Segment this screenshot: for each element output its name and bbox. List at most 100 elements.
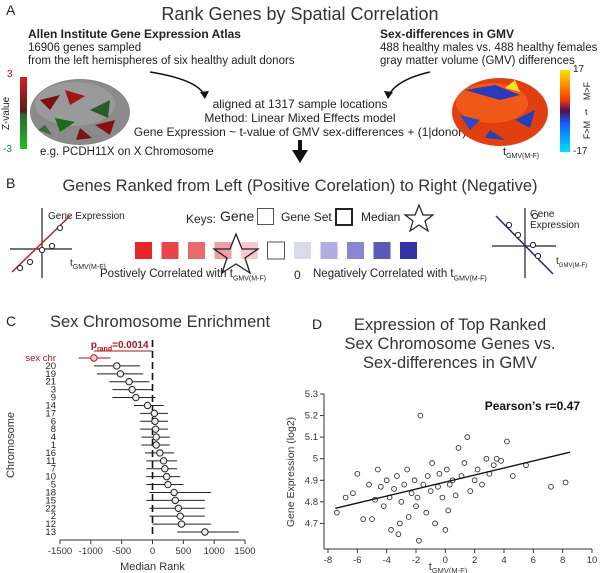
c-category-label-21: 12 <box>45 519 56 530</box>
right-source-line1: 488 healthy males vs. 488 healthy female… <box>380 42 598 54</box>
panel-d-title-1: Expression of Top Ranked <box>353 316 547 334</box>
d-point-33 <box>439 494 446 501</box>
d-point-27 <box>424 473 431 479</box>
key-geneset-swatch <box>335 208 353 226</box>
c-category-label-3: 21 <box>45 377 56 388</box>
d-point-56 <box>562 479 569 486</box>
panel-b-graphics <box>10 203 556 278</box>
zero-label: 0 <box>294 268 301 282</box>
c-median-point-5 <box>132 393 140 402</box>
method-line1: aligned at 1317 sample locations <box>212 97 388 111</box>
panel-d-letter: D <box>312 316 323 332</box>
c-median-point-18 <box>171 496 180 505</box>
d-y-axis-label: Gene Expression (log2) <box>285 417 297 527</box>
panel-d-title-3: Sex-differences in GMV <box>363 354 537 372</box>
d-point-41 <box>461 460 468 466</box>
d-point-39 <box>455 445 462 451</box>
c-median-point-8 <box>151 417 159 425</box>
panel-b-letter: B <box>6 175 16 191</box>
c-median-point-9 <box>151 425 160 433</box>
pos-correlation-label: Postively Correlated with t <box>100 268 233 280</box>
b-left-gene-expression: Gene Expression <box>48 211 125 222</box>
d-point-42 <box>464 434 471 440</box>
d-point-20 <box>408 490 415 497</box>
d-point-10 <box>383 477 390 484</box>
c-x-tick-label-3: 0 <box>150 546 155 557</box>
gene-square-5 <box>267 241 285 260</box>
d-y-tick-label-2: 4.9 <box>305 475 318 486</box>
d-point-31 <box>435 483 441 490</box>
c-median-point-16 <box>164 480 172 489</box>
right-source-title: Sex-differences in GMV <box>380 27 515 41</box>
d-point-57 <box>416 537 422 544</box>
key-geneset-label: Gene Set <box>281 210 332 224</box>
c-category-label-15: 10 <box>45 472 56 483</box>
median-star-marker <box>211 232 261 275</box>
d-point-24 <box>417 412 424 419</box>
zscale-bar <box>20 77 27 149</box>
d-x-tick-label-9: 10 <box>587 555 598 566</box>
c-median-point-13 <box>159 457 168 465</box>
d-point-22 <box>413 503 419 510</box>
c-x-tick-label-4: 500 <box>175 546 191 557</box>
c-median-point-10 <box>152 433 160 441</box>
d-point-17 <box>401 481 408 488</box>
panel-b-title: Genes Ranked from Left (Positive Corelat… <box>62 177 538 195</box>
c-category-label-14: 7 <box>51 464 56 475</box>
left-source-title: Allen Institute Gene Expression Atlas <box>28 27 241 41</box>
c-x-axis-label: Median Rank <box>120 561 185 573</box>
d-point-8 <box>377 483 384 490</box>
c-median-point-11 <box>152 441 160 449</box>
d-point-50 <box>493 455 500 462</box>
gene-square-2 <box>188 242 205 259</box>
panel-a-letter: A <box>6 2 16 18</box>
panel-c-title: Sex Chromosome Enrichment <box>49 313 271 331</box>
d-point-16 <box>398 499 405 505</box>
d-y-tick-label-4: 5.1 <box>305 432 318 443</box>
c-median-point-7 <box>150 409 159 418</box>
left-source-line1: 16906 genes sampled <box>28 42 142 54</box>
c-y-axis-label: Chromosome <box>5 412 17 478</box>
d-point-49 <box>490 462 497 469</box>
c-category-label-20: 2 <box>51 511 56 522</box>
d-x-tick-label-5: 2 <box>472 555 477 566</box>
c-median-point-15 <box>162 472 171 481</box>
key-gene-swatch <box>257 208 274 225</box>
d-point-30 <box>432 520 438 527</box>
b-right-negative-plot <box>492 208 556 278</box>
d-point-9 <box>380 503 387 510</box>
d-point-45 <box>474 466 481 473</box>
b-left-t: t <box>70 258 73 269</box>
c-p-label: prand=0.0014 <box>91 340 149 353</box>
c-median-point-21 <box>177 520 186 528</box>
pos-correlation-text: Postively Correlated with tGMV(M-F) <box>100 268 266 282</box>
key-gene-label: Gene <box>220 208 255 224</box>
c-category-label-4: 3 <box>51 385 56 396</box>
left-source-line2: from the left hemispheres of six healthy… <box>28 55 295 67</box>
b-left-positive-plot <box>10 208 72 278</box>
d-y-tick-label-1: 4.8 <box>305 497 318 508</box>
d-point-55 <box>548 483 554 490</box>
d-point-19 <box>405 514 412 520</box>
d-x-tick-label-6: 4 <box>501 555 506 566</box>
d-point-0 <box>333 509 340 516</box>
method-line3: Gene Expression ~ t-value of GMV sex-dif… <box>133 125 467 139</box>
d-point-38 <box>452 492 459 499</box>
d-fit-line <box>335 451 571 510</box>
c-x-tick-label-2: -500 <box>112 546 131 557</box>
neg-correlation-text: Negatively Correlated with tGMV(M-F) <box>313 268 487 282</box>
c-category-label-6: 14 <box>45 400 56 411</box>
tscale-max: 17 <box>573 64 585 75</box>
c-median-point-6 <box>143 401 152 410</box>
c-category-label-7: 17 <box>45 408 56 419</box>
pos-t-sub: GMV(M-F) <box>232 275 266 283</box>
gene-square-1 <box>161 242 179 259</box>
panel-d-title-2: Sex Chromosome Genes vs. <box>344 335 556 353</box>
c-median-point-2 <box>116 370 125 378</box>
c-median-point-1 <box>113 362 121 370</box>
panel-a-graphics <box>30 71 548 163</box>
d-x-tick-label-3: -2 <box>412 555 420 566</box>
c-category-label-16: 5 <box>51 480 56 491</box>
d-point-23 <box>414 494 421 501</box>
neg-correlation-label: Negatively Correlated with t <box>313 268 454 280</box>
